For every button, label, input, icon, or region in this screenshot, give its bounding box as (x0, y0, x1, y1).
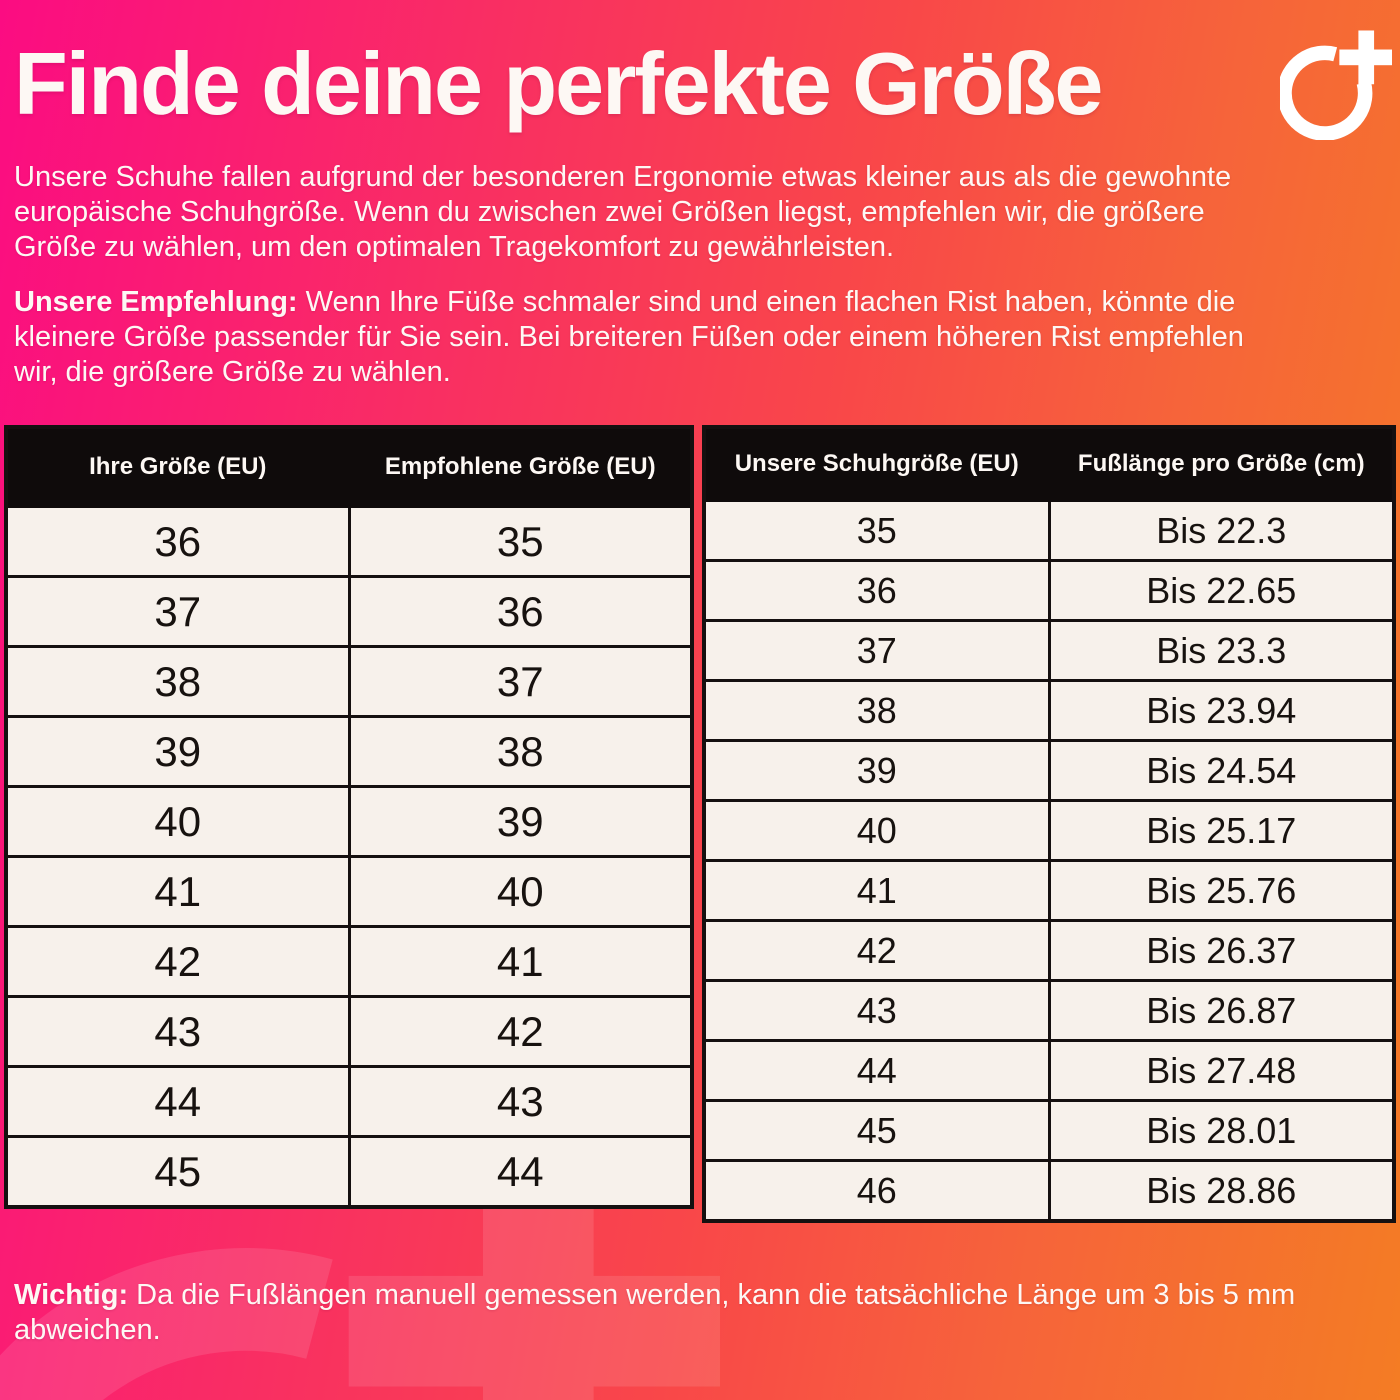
table-cell: 45 (702, 1099, 1051, 1162)
table-row: 39 38 (4, 715, 694, 788)
table-row: 42 Bis 26.37 (702, 919, 1396, 982)
table-cell: 43 (347, 1065, 694, 1138)
table-cell: 45 (4, 1135, 351, 1209)
table-row: 39 Bis 24.54 (702, 739, 1396, 802)
table-cell: 39 (347, 785, 694, 858)
table-cell: 39 (702, 739, 1051, 802)
table-row: 36 35 (4, 505, 694, 578)
intro-text: Unsere Schuhe fallen aufgrund der besond… (14, 160, 1386, 265)
important-note: Wichtig: Da die Fußlängen manuell gemess… (14, 1278, 1386, 1348)
foot-length-table-head: Unsere Schuhgröße (EU) Fußlänge pro Größ… (702, 425, 1396, 502)
table-row: 42 41 (4, 925, 694, 998)
table-cell: Bis 28.86 (1047, 1159, 1396, 1223)
table-cell: 40 (702, 799, 1051, 862)
page-title: Finde deine perfekte Größe (14, 34, 1103, 133)
important-note-label: Wichtig: (14, 1279, 129, 1311)
table-cell: 35 (702, 499, 1051, 562)
table-cell: 36 (702, 559, 1051, 622)
table-cell: 38 (347, 715, 694, 788)
table-cell: Bis 26.87 (1047, 979, 1396, 1042)
table-cell: 36 (347, 575, 694, 648)
table-row: 43 Bis 26.87 (702, 979, 1396, 1042)
table-row: 44 Bis 27.48 (702, 1039, 1396, 1102)
table-cell: Bis 22.65 (1047, 559, 1396, 622)
table-cell: 39 (4, 715, 351, 788)
table-cell: Bis 22.3 (1047, 499, 1396, 562)
table-cell: 35 (347, 505, 694, 578)
table-row: 41 40 (4, 855, 694, 928)
table-cell: Bis 27.48 (1047, 1039, 1396, 1102)
foot-length-table: Unsere Schuhgröße (EU) Fußlänge pro Größ… (702, 425, 1396, 1223)
table-cell: 46 (702, 1159, 1051, 1223)
table-cell: 41 (4, 855, 351, 928)
table-row: 35 Bis 22.3 (702, 499, 1396, 562)
table-row: 40 39 (4, 785, 694, 858)
table-row: 37 36 (4, 575, 694, 648)
table-cell: 41 (702, 859, 1051, 922)
table-row: 44 43 (4, 1065, 694, 1138)
table-cell: 37 (4, 575, 351, 648)
table-cell: 44 (347, 1135, 694, 1209)
table-row: 41 Bis 25.76 (702, 859, 1396, 922)
table-cell: 40 (4, 785, 351, 858)
circle-plus-logo-icon (1280, 30, 1392, 140)
table-row: 38 Bis 23.94 (702, 679, 1396, 742)
table-cell: Bis 25.76 (1047, 859, 1396, 922)
size-conversion-table-head: Ihre Größe (EU) Empfohlene Größe (EU) (4, 425, 694, 508)
table-cell: Bis 28.01 (1047, 1099, 1396, 1162)
foot-length-table-body: 35 Bis 22.3 36 Bis 22.65 37 Bis 23.3 38 Bis 23.… (702, 499, 1396, 1223)
table-row: 45 44 (4, 1135, 694, 1209)
table-row: 40 Bis 25.17 (702, 799, 1396, 862)
table-cell: Bis 25.17 (1047, 799, 1396, 862)
header-row: Unsere Schuhgröße (EU) Fußlänge pro Größ… (702, 425, 1396, 502)
size-conversion-table-body: 36 35 37 36 38 37 39 38 40 39 41 40 42 41 43 42 44 43 45 44 (4, 505, 694, 1209)
table-cell: 36 (4, 505, 351, 578)
recommendation-text: Unsere Empfehlung: Wenn Ihre Füße schmal… (14, 285, 1386, 390)
table-cell: 41 (347, 925, 694, 998)
table-cell: Bis 26.37 (1047, 919, 1396, 982)
header-row: Ihre Größe (EU) Empfohlene Größe (EU) (4, 425, 694, 508)
table-row: 37 Bis 23.3 (702, 619, 1396, 682)
table-cell: 42 (347, 995, 694, 1068)
table-row: 36 Bis 22.65 (702, 559, 1396, 622)
important-note-body: Da die Fußlängen manuell gemessen werden… (14, 1279, 1296, 1346)
tables-section: Ihre Größe (EU) Empfohlene Größe (EU) 36… (4, 425, 1396, 1223)
table-cell: Bis 23.3 (1047, 619, 1396, 682)
table-cell: Bis 23.94 (1047, 679, 1396, 742)
table-cell: 38 (702, 679, 1051, 742)
table-cell: 43 (4, 995, 351, 1068)
table-row: 45 Bis 28.01 (702, 1099, 1396, 1162)
table-cell: 38 (4, 645, 351, 718)
table-row: 43 42 (4, 995, 694, 1068)
table-cell: 40 (347, 855, 694, 928)
table-row: 38 37 (4, 645, 694, 718)
column-header-recommended-size: Empfohlene Größe (EU) (347, 425, 694, 508)
table-cell: 42 (702, 919, 1051, 982)
recommendation-label: Unsere Empfehlung: (14, 286, 298, 318)
recommendation-body: Wenn Ihre Füße schmaler sind und einen f… (14, 286, 1244, 388)
column-header-your-size: Ihre Größe (EU) (4, 425, 351, 508)
column-header-shoe-size: Unsere Schuhgröße (EU) (702, 425, 1051, 502)
table-cell: 44 (702, 1039, 1051, 1102)
table-cell: 43 (702, 979, 1051, 1042)
table-cell: 37 (347, 645, 694, 718)
table-row: 46 Bis 28.86 (702, 1159, 1396, 1223)
size-conversion-table: Ihre Größe (EU) Empfohlene Größe (EU) 36… (4, 425, 694, 1209)
column-header-foot-length: Fußlänge pro Größe (cm) (1047, 425, 1396, 502)
table-cell: 42 (4, 925, 351, 998)
intro-text-body: Unsere Schuhe fallen aufgrund der besond… (14, 161, 1232, 263)
table-cell: 37 (702, 619, 1051, 682)
table-cell: Bis 24.54 (1047, 739, 1396, 802)
table-cell: 44 (4, 1065, 351, 1138)
